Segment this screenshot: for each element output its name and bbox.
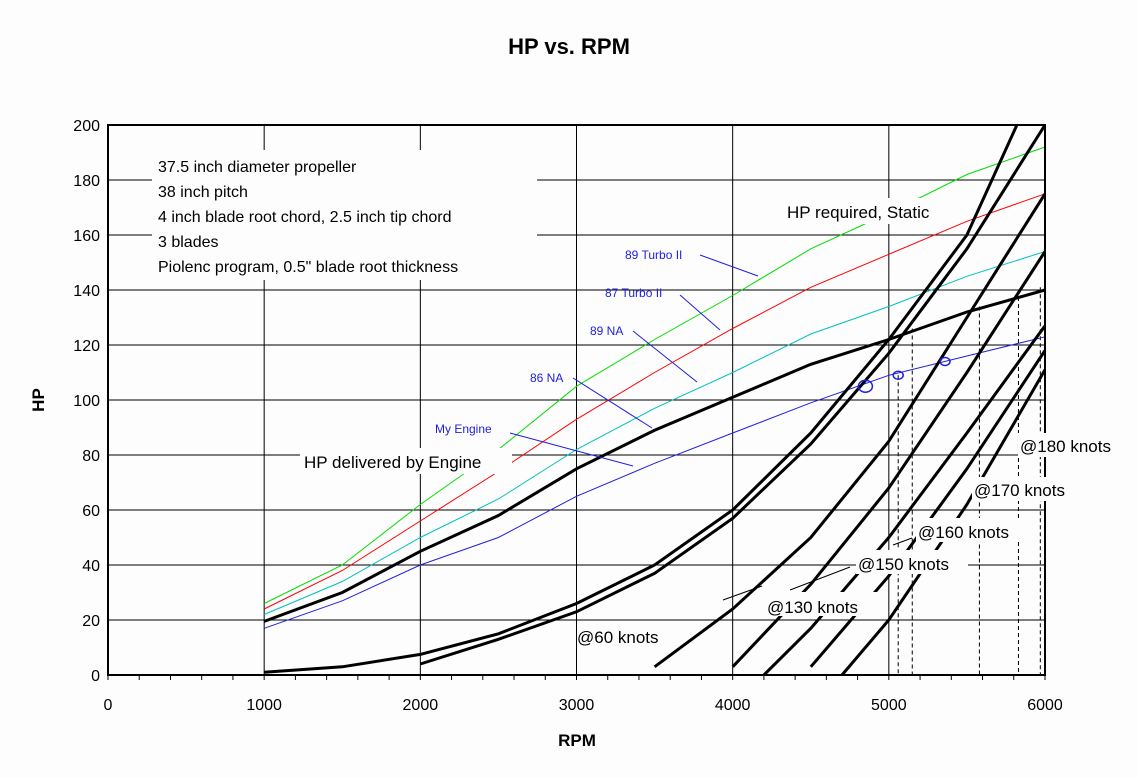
chart-title: HP vs. RPM xyxy=(508,34,630,59)
annotation-60-knots: @60 knots xyxy=(577,628,659,647)
series--60-knots xyxy=(653,192,1045,669)
y-tick-label: 40 xyxy=(82,558,100,575)
y-tick-label: 0 xyxy=(91,668,100,685)
plot-frame xyxy=(107,124,1046,676)
series-86-na xyxy=(263,288,1046,623)
y-tick-label: 20 xyxy=(82,613,100,630)
series-87-turbo-ii xyxy=(263,193,1046,610)
y-tick-label: 80 xyxy=(82,448,100,465)
label-87-turbo-ii: 87 Turbo II xyxy=(605,286,662,300)
annotation-150-knots: @150 knots xyxy=(858,555,949,574)
leaders xyxy=(509,254,913,601)
annotation-180-knots: @180 knots xyxy=(1020,437,1111,456)
operating-point-marker xyxy=(892,370,904,380)
x-tick-label: 5000 xyxy=(871,697,907,714)
label-89-na: 89 NA xyxy=(590,324,623,338)
x-tick-label: 1000 xyxy=(246,697,282,714)
x-axis-label: RPM xyxy=(558,731,596,750)
series--160-knots xyxy=(809,349,1045,668)
x-tick-label: 0 xyxy=(104,697,113,714)
annotation-delivered: HP delivered by Engine xyxy=(304,453,481,472)
y-tick-label: 60 xyxy=(82,503,100,520)
note-line: 4 inch blade root chord, 2.5 inch tip ch… xyxy=(158,209,452,226)
operating-point-marker xyxy=(857,379,874,393)
note-line: 3 blades xyxy=(158,234,219,251)
y-tick-label: 120 xyxy=(73,338,100,355)
operating-point-marker xyxy=(939,356,951,367)
series-89-na xyxy=(264,251,1046,615)
note-line: 38 inch pitch xyxy=(158,184,248,201)
annotation-160-knots: @160 knots xyxy=(918,523,1009,542)
label-86-na: 86 NA xyxy=(530,371,563,385)
y-axis-label: HP xyxy=(29,388,48,412)
series-hp-required-static-b- xyxy=(419,125,1045,666)
notes-box: 37.5 inch diameter propeller 38 inch pit… xyxy=(152,150,537,280)
annotations: HP required, Static HP delivered by Engi… xyxy=(300,198,1130,647)
y-tick-label: 180 xyxy=(73,173,100,190)
annotation-130-knots: @130 knots xyxy=(767,598,858,617)
y-tick-label: 200 xyxy=(73,118,100,135)
y-tick-label: 160 xyxy=(73,228,100,245)
series--150-knots xyxy=(762,324,1045,675)
y-tick-label: 100 xyxy=(73,393,100,410)
x-tick-label: 4000 xyxy=(715,697,751,714)
x-tick-label: 3000 xyxy=(559,697,595,714)
annotation-static: HP required, Static xyxy=(787,203,930,222)
y-tick-label: 140 xyxy=(73,283,100,300)
note-line: Piolenc program, 0.5" blade root thickne… xyxy=(158,259,458,276)
label-my-engine: My Engine xyxy=(435,422,492,436)
x-tick-label: 2000 xyxy=(403,697,439,714)
note-line: 37.5 inch diameter propeller xyxy=(158,159,357,176)
series-my-engine xyxy=(264,336,1046,629)
annotation-170-knots: @170 knots xyxy=(974,481,1065,500)
x-tick-label: 6000 xyxy=(1027,697,1063,714)
label-89-turbo-ii: 89 Turbo II xyxy=(625,248,682,262)
series-hp-required-static xyxy=(264,125,1019,674)
